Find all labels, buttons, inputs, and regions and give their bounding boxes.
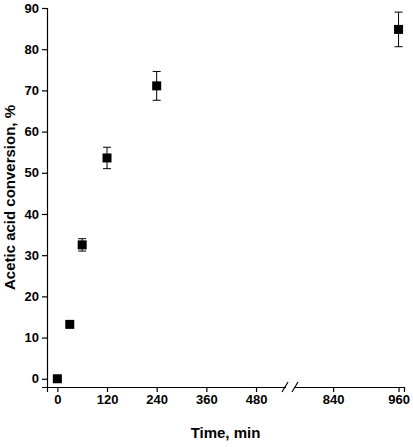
x-tick: 120 bbox=[97, 387, 119, 407]
point bbox=[65, 320, 74, 329]
x-tick-label: 240 bbox=[146, 392, 168, 407]
y-tick-label: 60 bbox=[25, 124, 39, 139]
error-bar bbox=[103, 147, 111, 168]
error-bar bbox=[78, 239, 86, 251]
y-tick-mark bbox=[42, 337, 47, 338]
y-tick-mark bbox=[42, 296, 47, 297]
error-bar-cap bbox=[103, 168, 111, 169]
x-tick-label: 840 bbox=[323, 392, 345, 407]
error-bar-cap bbox=[395, 46, 403, 47]
point bbox=[78, 240, 87, 249]
axis-break bbox=[282, 382, 298, 392]
point bbox=[53, 374, 62, 383]
x-tick-label: 120 bbox=[97, 392, 119, 407]
y-tick-mark bbox=[42, 173, 47, 174]
y-tick-label: 80 bbox=[25, 42, 39, 57]
y-tick-label: 70 bbox=[25, 83, 39, 98]
y-tick: 30 bbox=[25, 248, 47, 263]
y-tick: 70 bbox=[25, 83, 47, 98]
y-tick: 60 bbox=[25, 124, 47, 139]
x-tick-label: 0 bbox=[54, 392, 61, 407]
y-tick-mark bbox=[42, 214, 47, 215]
x-axis: 0 120 240 360 480 840 960 bbox=[48, 387, 410, 407]
y-tick-mark bbox=[42, 131, 47, 132]
y-tick: 0 bbox=[32, 371, 47, 386]
error-bar-cap bbox=[78, 251, 86, 252]
error-bar-cap bbox=[153, 100, 161, 101]
x-axis-title: Time, min bbox=[191, 424, 261, 441]
y-axis-title: Acetic acid conversion, % bbox=[1, 105, 18, 290]
axis-break-gap bbox=[286, 384, 294, 390]
plot-area bbox=[53, 12, 403, 383]
y-tick: 40 bbox=[25, 207, 47, 222]
y-axis: 0 10 20 30 40 50 60 70 80 90 bbox=[25, 1, 48, 388]
error-bar-cap bbox=[78, 238, 86, 239]
y-tick: 90 bbox=[25, 1, 47, 16]
y-tick-label: 30 bbox=[25, 248, 39, 263]
error-bar-cap bbox=[153, 71, 161, 72]
y-axis-line bbox=[42, 9, 48, 388]
error-bar bbox=[153, 71, 161, 100]
x-tick: 960 bbox=[388, 387, 410, 407]
point bbox=[152, 81, 161, 90]
error-bar bbox=[395, 12, 403, 47]
axis-break-mark bbox=[292, 382, 298, 392]
x-tick: 0 bbox=[54, 387, 61, 407]
x-tick-label: 360 bbox=[196, 392, 218, 407]
x-tick: 360 bbox=[196, 387, 218, 407]
y-tick-label: 50 bbox=[25, 165, 39, 180]
y-tick-label: 90 bbox=[25, 1, 39, 16]
y-tick-mark bbox=[42, 379, 47, 380]
y-tick-mark bbox=[42, 49, 47, 50]
x-tick: 240 bbox=[146, 387, 168, 407]
chart: 0 10 20 30 40 50 60 70 80 90 0 120 240 360 480 840 960 Ti… bbox=[0, 0, 413, 447]
y-tick-label: 40 bbox=[25, 207, 39, 222]
y-tick-label: 10 bbox=[25, 330, 39, 345]
axis-break-mark bbox=[282, 382, 288, 392]
y-tick: 20 bbox=[25, 289, 47, 304]
y-tick-mark bbox=[42, 90, 47, 91]
y-tick-label: 0 bbox=[32, 371, 39, 386]
x-tick: 840 bbox=[323, 387, 345, 407]
y-tick-mark bbox=[42, 8, 47, 9]
error-bar-cap bbox=[395, 12, 403, 13]
point bbox=[394, 25, 403, 34]
error-bar-cap bbox=[103, 147, 111, 148]
y-tick: 10 bbox=[25, 330, 47, 345]
x-tick-label: 960 bbox=[388, 392, 410, 407]
x-tick-label: 480 bbox=[246, 392, 268, 407]
y-tick-mark bbox=[42, 255, 47, 256]
x-tick: 480 bbox=[246, 387, 268, 407]
point bbox=[103, 153, 112, 162]
y-tick-label: 20 bbox=[25, 289, 39, 304]
y-tick: 50 bbox=[25, 165, 47, 180]
y-tick: 80 bbox=[25, 42, 47, 57]
